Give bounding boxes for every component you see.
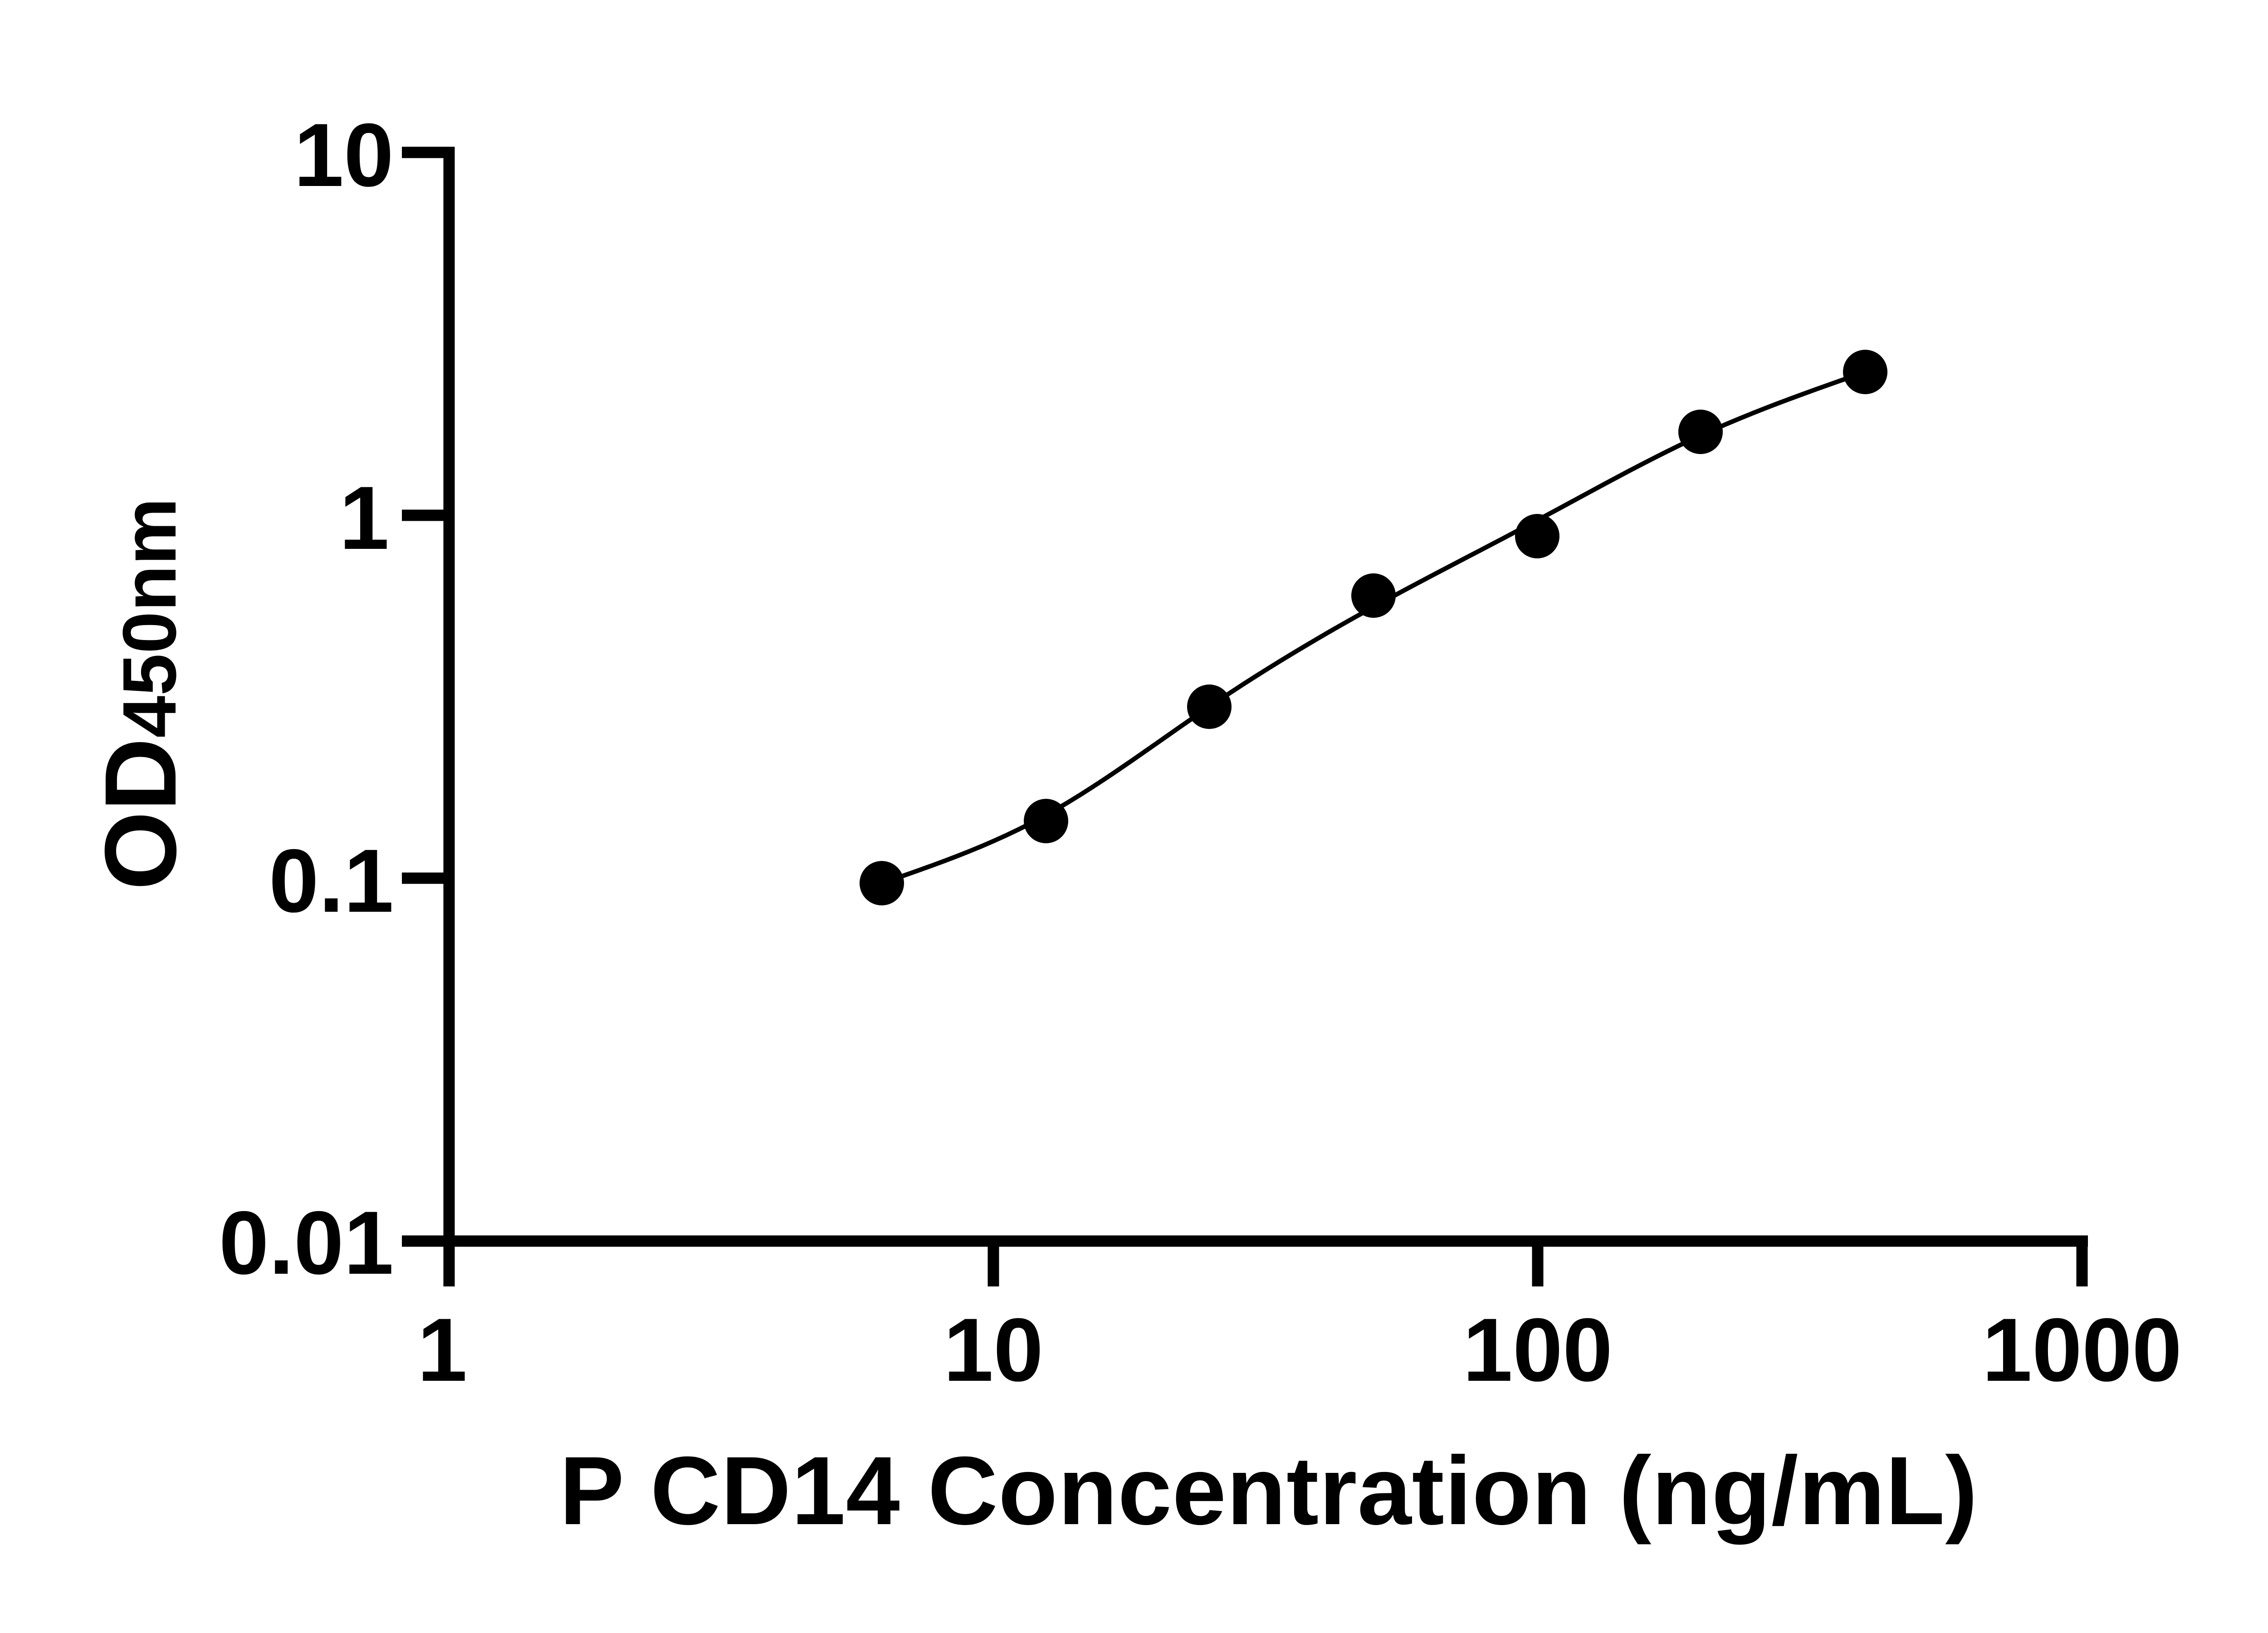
svg-text:0.1: 0.1 <box>269 831 394 931</box>
svg-text:1: 1 <box>339 468 389 568</box>
svg-text:10: 10 <box>943 1300 1043 1400</box>
svg-text:100: 100 <box>1463 1300 1613 1400</box>
svg-text:1: 1 <box>417 1300 467 1400</box>
svg-text:1000: 1000 <box>1982 1300 2182 1400</box>
svg-text:P CD14 Concentration (ng/mL): P CD14 Concentration (ng/mL) <box>559 1437 1978 1545</box>
svg-text:0.01: 0.01 <box>219 1193 394 1293</box>
svg-text:10: 10 <box>294 105 394 205</box>
svg-text:OD450nm: OD450nm <box>84 498 197 890</box>
